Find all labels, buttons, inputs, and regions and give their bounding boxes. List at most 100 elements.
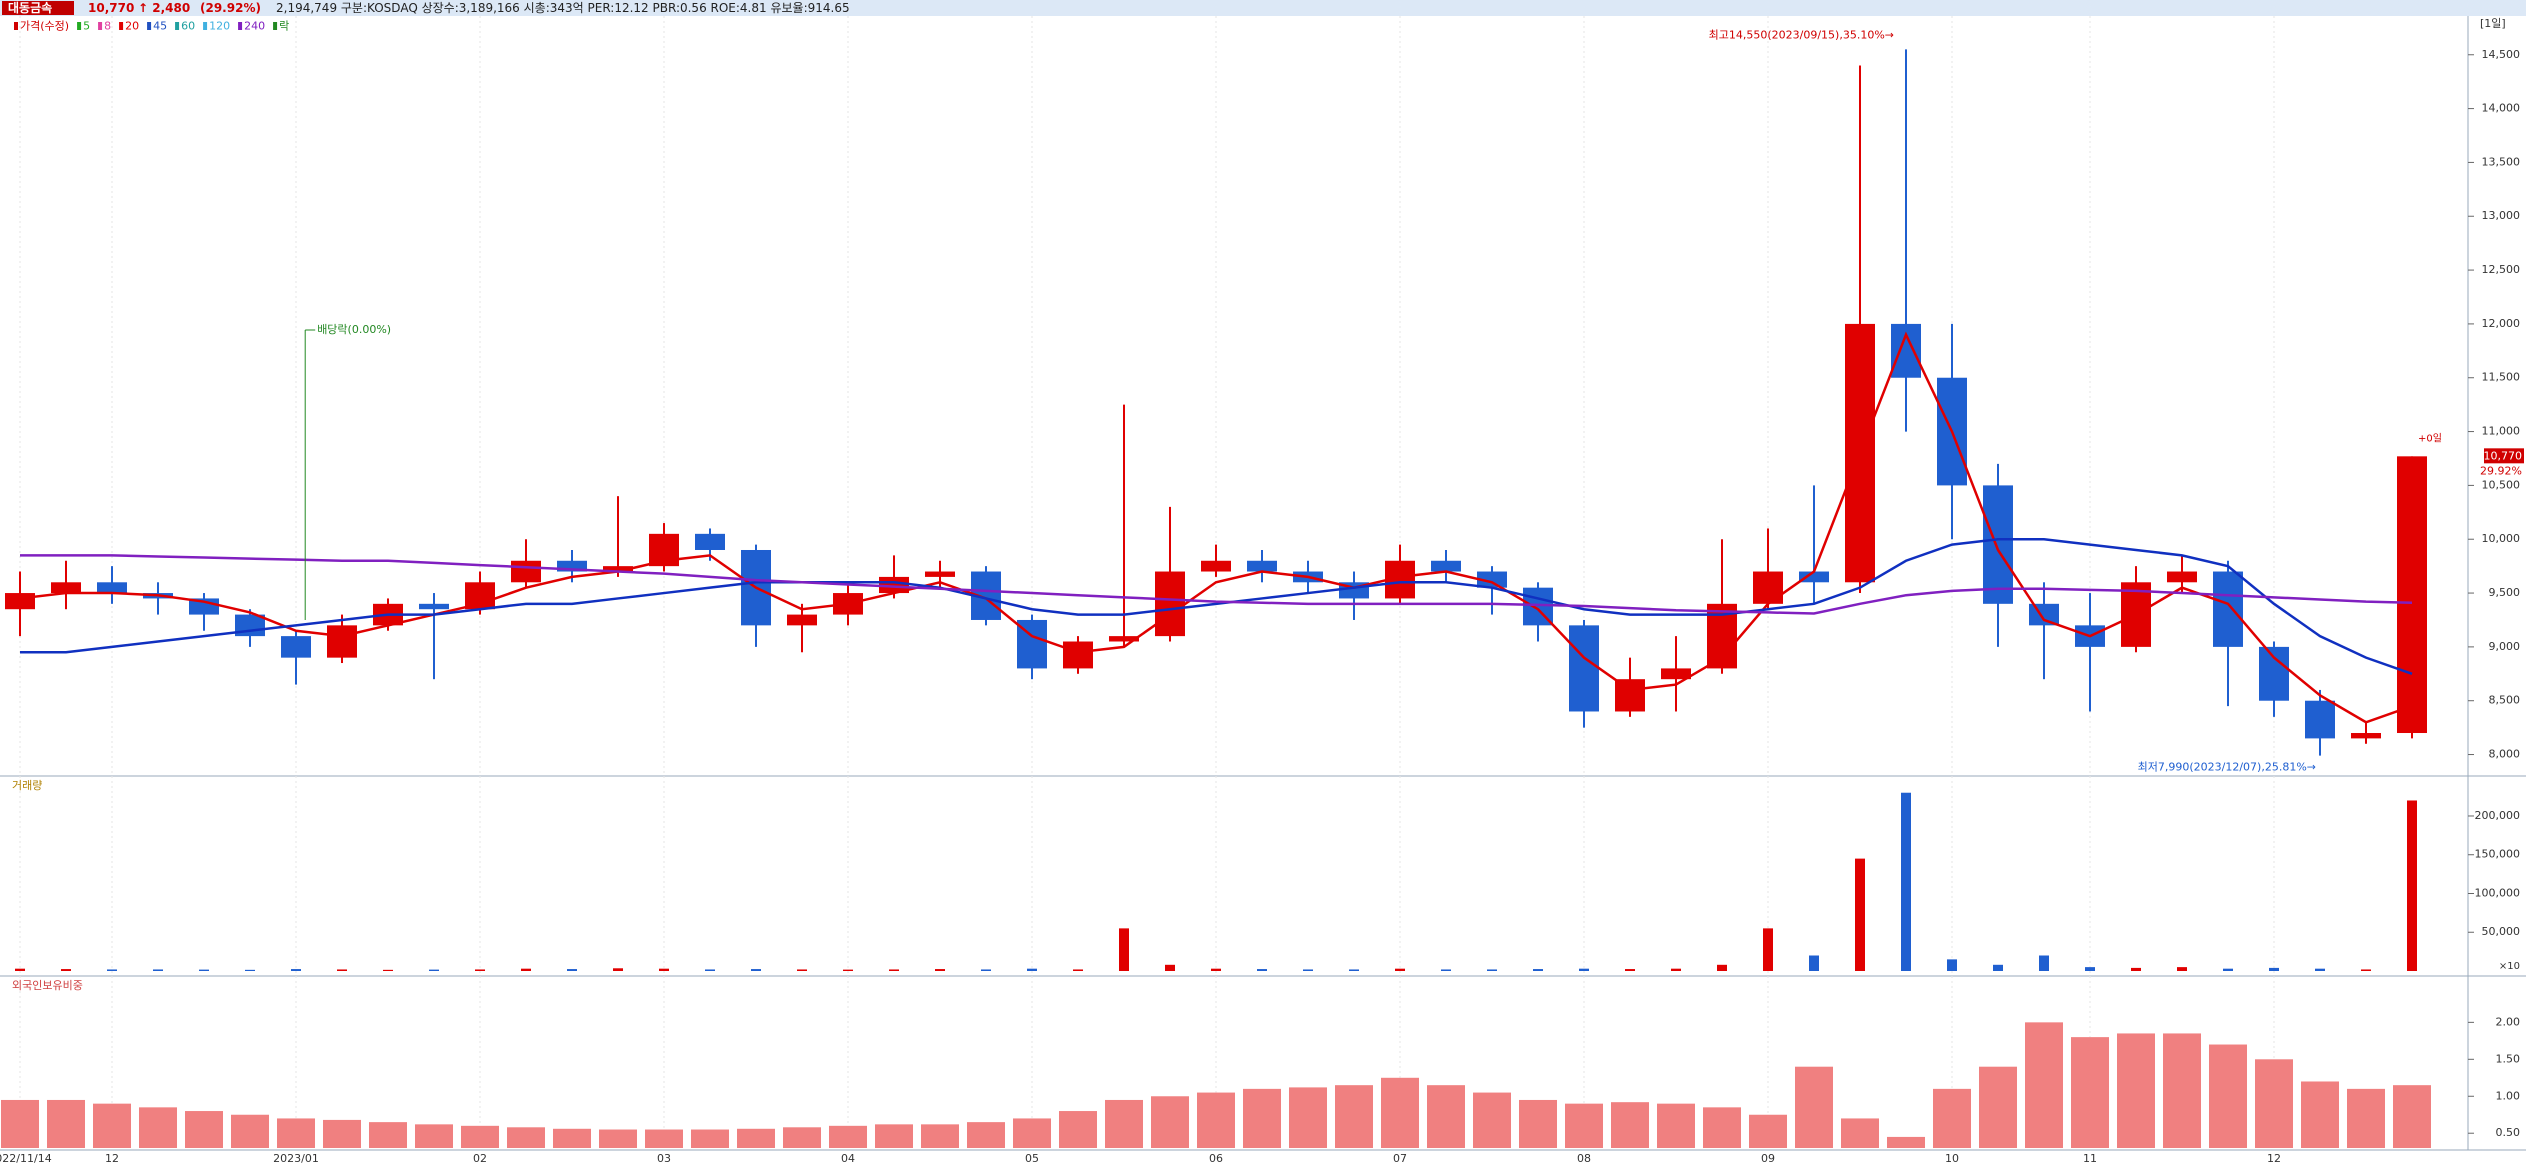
ma-line	[19, 331, 2413, 724]
volume-bar	[1257, 969, 1267, 971]
candle-body	[787, 614, 817, 626]
y-tick-label: 150,000	[2475, 848, 2521, 861]
last-rate: 29.92%	[2480, 464, 2522, 477]
ratio-bar	[47, 1099, 85, 1148]
y-tick-label: 8,500	[2489, 694, 2521, 707]
volume-bar	[1441, 969, 1451, 971]
ratio-bar	[231, 1114, 269, 1148]
ratio-bar	[461, 1125, 499, 1148]
x-tick-label: 12	[105, 1152, 119, 1165]
volume-bar	[751, 969, 761, 971]
days-label: +0일	[2418, 432, 2442, 444]
period: [1일]	[2480, 16, 2506, 30]
legend-label: 8	[104, 20, 111, 33]
y-tick-label: 12,000	[2482, 317, 2521, 330]
candle-body	[2351, 733, 2381, 739]
legend-label: 5	[83, 20, 90, 33]
candle-body	[1201, 560, 1231, 572]
x-tick-label: 06	[1209, 1152, 1223, 1165]
x-tick-label: 08	[1577, 1152, 1591, 1165]
volume-bar	[705, 969, 715, 971]
volume-bar	[1165, 964, 1175, 971]
high-annotation: 최고14,550(2023/09/15),35.10%→	[1709, 28, 1894, 41]
x-tick-label: 2022/11/14	[0, 1152, 52, 1165]
candle-body	[557, 560, 587, 572]
volume-bar	[2085, 967, 2095, 971]
ratio-bar	[507, 1127, 545, 1148]
candle-body	[511, 560, 541, 583]
volume-bar	[843, 969, 853, 971]
ratio-bar	[139, 1107, 177, 1148]
candle-body	[51, 582, 81, 594]
candle-body	[1063, 641, 1093, 669]
candle-body	[1431, 560, 1461, 572]
candle-body	[1615, 679, 1645, 712]
legend-swatch	[119, 22, 124, 30]
candle-body	[1477, 571, 1507, 588]
ratio-bar	[2347, 1088, 2385, 1148]
candle-body	[5, 593, 35, 610]
x-tick-label: 05	[1025, 1152, 1039, 1165]
volume-bar	[1073, 969, 1083, 971]
ratio-bar	[783, 1127, 821, 1148]
volume-bar	[1211, 968, 1221, 971]
legend-swatch	[238, 22, 243, 30]
rate: (29.92%)	[200, 1, 261, 15]
candle-body	[2167, 571, 2197, 583]
ratio-bar	[369, 1122, 407, 1148]
volume-bar	[613, 968, 623, 971]
legend-label: 가격(수정)	[20, 20, 69, 33]
legend-label: 락	[279, 20, 289, 33]
x-tick-label: 09	[1761, 1152, 1775, 1165]
volume-bar	[245, 969, 255, 971]
ratio-bar	[415, 1124, 453, 1148]
ratio-bar	[93, 1103, 131, 1148]
volume-bar	[107, 969, 117, 971]
ratio-bar	[737, 1128, 775, 1148]
change: ↑ 2,480	[138, 1, 190, 15]
ratio-bar	[1749, 1114, 1787, 1148]
ratio-bar	[1979, 1066, 2017, 1148]
ratio-bar	[1887, 1136, 1925, 1148]
y-tick-label: 12,500	[2482, 263, 2521, 276]
low-annotation: 최저7,990(2023/12/07),25.81%→	[2138, 761, 2316, 774]
legend-label: 120	[209, 20, 230, 33]
candle-body	[327, 625, 357, 658]
y-tick-label: 14,500	[2482, 48, 2521, 61]
legend-label: 240	[244, 20, 265, 33]
candle-body	[603, 566, 633, 572]
volume-bar	[2407, 800, 2417, 971]
volume-bar	[1671, 968, 1681, 971]
x-tick-label: 12	[2267, 1152, 2281, 1165]
volume-bar	[2269, 967, 2279, 971]
ratio-bar	[2071, 1037, 2109, 1148]
volume-bar	[475, 969, 485, 971]
volume-bar	[2131, 967, 2141, 971]
ratio-bar	[599, 1129, 637, 1148]
ratio-bar	[1335, 1085, 1373, 1148]
y-tick-label: 9,500	[2489, 586, 2521, 599]
volume-bar	[521, 968, 531, 971]
volume-bar	[935, 969, 945, 971]
ratio-bar	[967, 1122, 1005, 1148]
candle-body	[1247, 560, 1277, 572]
y-tick-label: 13,500	[2482, 155, 2521, 168]
volume-bar	[1395, 968, 1405, 971]
x-tick-label: 02	[473, 1152, 487, 1165]
ratio-bar	[1795, 1066, 1833, 1148]
legend-label: 60	[181, 20, 195, 33]
ratio-bar	[1105, 1099, 1143, 1148]
volume-bar	[1487, 969, 1497, 971]
ratio-bar	[1197, 1092, 1235, 1148]
candle-body	[1661, 668, 1691, 680]
panel-title: 외국인보유비중	[12, 979, 83, 992]
last-price-box	[2484, 448, 2524, 464]
x-tick-label: 10	[1945, 1152, 1959, 1165]
candle-body	[1109, 636, 1139, 642]
volume-bar	[2361, 969, 2371, 971]
candle-body	[1799, 571, 1829, 583]
y-tick-label: 10,500	[2482, 478, 2521, 491]
ratio-bar	[1657, 1103, 1695, 1148]
candle-body	[2213, 571, 2243, 647]
